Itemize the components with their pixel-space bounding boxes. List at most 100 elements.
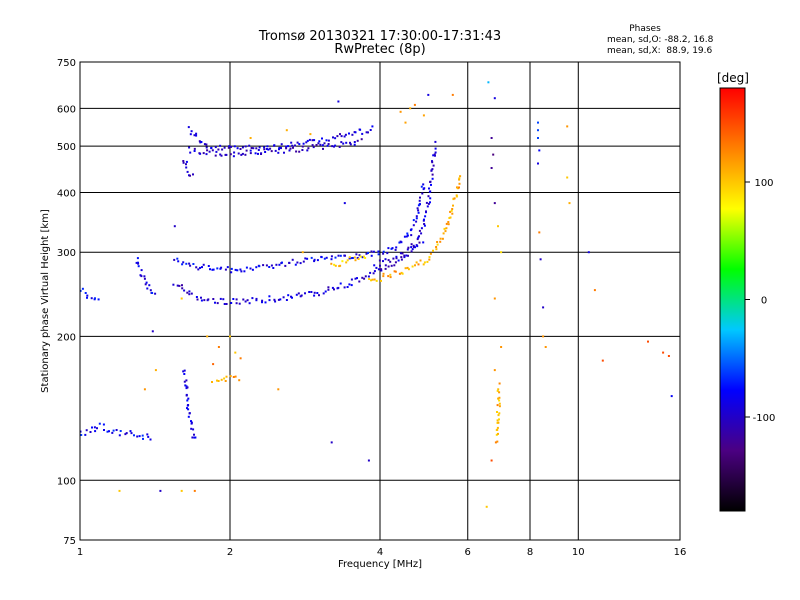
data-point (188, 290, 191, 293)
data-point (212, 268, 215, 271)
data-point (257, 152, 259, 155)
data-point (185, 262, 188, 265)
data-point (344, 133, 347, 136)
data-point (537, 137, 539, 139)
data-point (373, 264, 376, 267)
data-point (458, 186, 460, 189)
data-point (306, 139, 309, 142)
data-point (226, 266, 229, 269)
data-point (537, 129, 539, 132)
data-point (313, 260, 316, 263)
data-point (193, 489, 196, 492)
data-point (410, 243, 413, 246)
data-point (309, 133, 312, 136)
data-point (359, 128, 362, 131)
data-point (147, 435, 150, 438)
data-point (392, 257, 395, 260)
data-point (234, 375, 237, 378)
data-point (382, 250, 385, 253)
data-point (288, 149, 291, 152)
data-point (249, 267, 252, 270)
colorbar-ticks: 100 0 -100 (745, 178, 775, 424)
data-point (292, 146, 294, 149)
data-point (416, 245, 419, 248)
data-point (274, 300, 277, 303)
data-point (277, 388, 280, 391)
data-point (415, 215, 418, 218)
data-point (339, 133, 341, 136)
data-point (343, 286, 346, 289)
data-point (334, 256, 337, 259)
data-point (427, 93, 430, 96)
data-point (498, 396, 501, 399)
data-point (301, 251, 304, 254)
data-point (497, 421, 500, 424)
data-point (422, 219, 425, 222)
data-point (190, 130, 193, 133)
data-point (354, 277, 357, 280)
data-point (323, 257, 326, 260)
data-point (426, 260, 429, 263)
data-point (240, 153, 243, 156)
data-point (233, 145, 236, 148)
data-point (378, 259, 381, 262)
data-point (411, 265, 414, 268)
data-point (365, 131, 368, 134)
data-point (222, 298, 225, 301)
data-point (451, 208, 454, 210)
data-point (371, 278, 374, 281)
data-point (183, 380, 186, 383)
data-point (417, 204, 420, 207)
data-point (242, 298, 245, 301)
data-point (496, 404, 499, 407)
data-point (321, 137, 323, 140)
data-point (149, 438, 152, 441)
data-point (304, 257, 307, 260)
data-point (311, 139, 314, 142)
data-point (239, 357, 242, 360)
data-point (449, 210, 452, 213)
data-point (180, 489, 183, 492)
data-point (350, 278, 353, 281)
data-point (274, 149, 277, 152)
data-point (111, 431, 114, 434)
data-point (112, 429, 115, 432)
data-point (189, 264, 192, 267)
data-point (194, 436, 197, 439)
data-point (423, 224, 426, 227)
data-point (294, 263, 297, 266)
data-point (414, 246, 416, 249)
data-point (418, 235, 420, 238)
data-point (321, 144, 324, 147)
data-point (367, 275, 370, 278)
data-point (372, 250, 375, 253)
data-point (342, 142, 345, 145)
data-point (389, 276, 392, 279)
data-point (420, 227, 423, 230)
data-point (407, 254, 409, 257)
data-point (369, 271, 372, 274)
data-point (333, 288, 335, 291)
data-point (412, 219, 415, 222)
data-point (386, 252, 389, 255)
data-point (422, 114, 425, 117)
colorbar-tick-label: 100 (754, 178, 773, 189)
data-point (310, 256, 313, 259)
data-point (106, 430, 109, 433)
data-point (325, 256, 328, 259)
data-point (219, 144, 222, 147)
data-point (497, 225, 499, 228)
data-point (195, 134, 198, 137)
data-point (244, 153, 247, 156)
data-point (430, 183, 432, 186)
data-point (241, 146, 244, 149)
data-point (414, 264, 416, 267)
data-point (416, 207, 419, 210)
data-point (279, 298, 282, 301)
data-point (265, 148, 268, 150)
data-point (350, 284, 353, 287)
data-point (185, 379, 188, 382)
y-tick-label: 500 (57, 142, 76, 153)
data-point (375, 279, 378, 282)
data-point (428, 256, 431, 259)
